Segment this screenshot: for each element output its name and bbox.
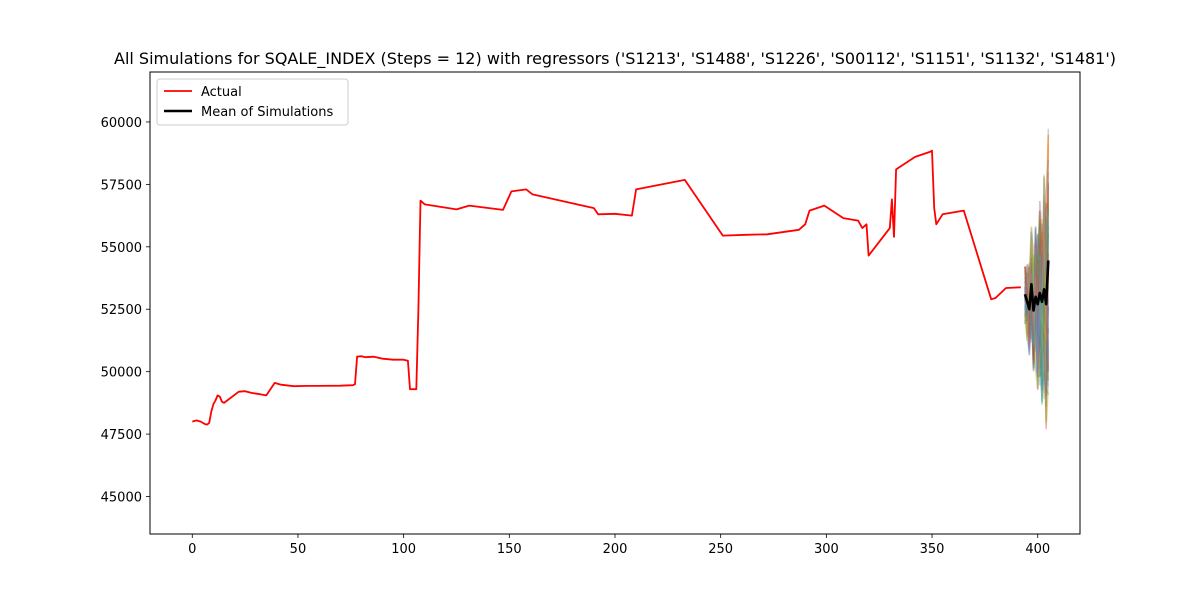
y-tick-label: 47500 — [101, 428, 142, 443]
simulation-line — [1024, 212, 1050, 386]
y-tick-label: 60000 — [101, 116, 142, 131]
simulation-line — [1024, 182, 1050, 338]
x-tick-label: 100 — [391, 542, 416, 557]
x-axis: 0 50 100 150 200 250 300 350 400 — [188, 534, 1050, 557]
x-tick-label: 400 — [1025, 542, 1050, 557]
y-tick-label: 57500 — [101, 178, 142, 193]
simulation-line — [1024, 234, 1050, 387]
simulation-line — [1024, 144, 1050, 390]
simulation-line — [1024, 171, 1050, 311]
x-tick-label: 350 — [920, 542, 945, 557]
simulation-line — [1024, 256, 1050, 377]
x-tick-label: 250 — [708, 542, 733, 557]
x-tick-label: 300 — [814, 542, 839, 557]
simulation-line — [1024, 207, 1050, 403]
simulation-line — [1024, 240, 1050, 395]
y-tick-label: 55000 — [101, 241, 142, 256]
simulation-line — [1024, 195, 1050, 355]
simulation-line — [1024, 233, 1050, 422]
simulation-line — [1024, 196, 1050, 349]
legend: Actual Mean of Simulations — [156, 78, 349, 126]
simulation-line — [1024, 213, 1050, 404]
x-tick-label: 0 — [188, 542, 196, 557]
simulation-line — [1024, 200, 1050, 381]
x-tick-label: 50 — [290, 542, 307, 557]
y-tick-label: 45000 — [101, 491, 142, 506]
series-actual-line — [192, 149, 1021, 426]
x-tick-label: 200 — [603, 542, 628, 557]
series-mean-line — [1023, 260, 1050, 312]
simulation-line — [1024, 252, 1050, 370]
x-tick-label: 150 — [497, 542, 522, 557]
simulation-line — [1024, 159, 1050, 376]
simulation-line — [1024, 128, 1050, 407]
simulation-line — [1024, 177, 1050, 372]
y-tick-label: 50000 — [101, 366, 142, 381]
simulation-line — [1024, 205, 1050, 372]
simulation-line — [1024, 243, 1050, 360]
simulation-line — [1024, 229, 1050, 400]
simulation-line — [1024, 200, 1050, 378]
legend-label-mean: Mean of Simulations — [201, 105, 333, 120]
simulation-line — [1024, 135, 1050, 380]
simulation-line — [1024, 237, 1050, 389]
plot-frame — [149, 71, 1081, 535]
simulation-line — [1024, 257, 1050, 430]
simulation-line — [1024, 200, 1050, 336]
legend-box — [156, 78, 349, 126]
simulation-line — [1024, 226, 1050, 372]
simulation-line — [1024, 184, 1050, 378]
y-axis: 45000 47500 50000 52500 55000 57500 60000 — [101, 116, 150, 506]
simulation-lines — [1024, 128, 1050, 430]
legend-label-actual: Actual — [201, 85, 242, 100]
series-group — [192, 149, 1050, 426]
y-tick-label: 52500 — [101, 303, 142, 318]
simulation-line — [1024, 231, 1050, 370]
chart-title: All Simulations for SQALE_INDEX (Steps =… — [114, 49, 1116, 69]
simulation-line — [1024, 134, 1050, 394]
simulation-line — [1024, 221, 1050, 398]
simulation-line — [1024, 231, 1050, 405]
simulation-line — [1024, 174, 1050, 426]
